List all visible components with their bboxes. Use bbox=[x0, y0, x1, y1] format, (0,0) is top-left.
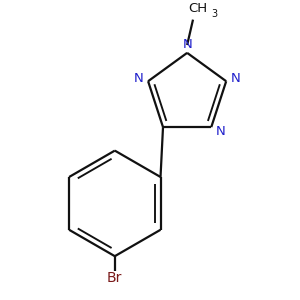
Text: CH: CH bbox=[188, 2, 207, 15]
Text: N: N bbox=[182, 38, 192, 51]
Text: N: N bbox=[134, 72, 144, 85]
Text: Br: Br bbox=[107, 272, 122, 286]
Text: N: N bbox=[216, 125, 226, 138]
Text: N: N bbox=[231, 72, 240, 85]
Text: 3: 3 bbox=[212, 9, 218, 19]
